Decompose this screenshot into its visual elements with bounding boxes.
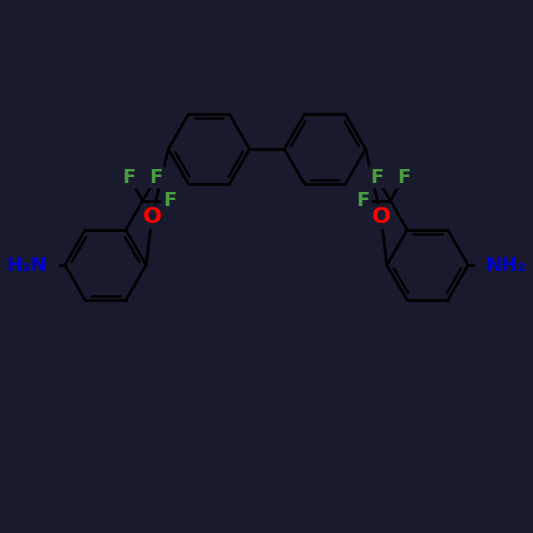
Text: F: F [123, 168, 136, 187]
Text: NH₂: NH₂ [486, 255, 527, 274]
Text: F: F [357, 191, 370, 210]
Text: F: F [370, 168, 383, 187]
Text: F: F [163, 191, 176, 210]
Text: F: F [150, 168, 163, 187]
Text: H₂N: H₂N [6, 255, 47, 274]
Text: O: O [372, 207, 391, 227]
Text: F: F [397, 168, 410, 187]
Text: O: O [142, 207, 161, 227]
